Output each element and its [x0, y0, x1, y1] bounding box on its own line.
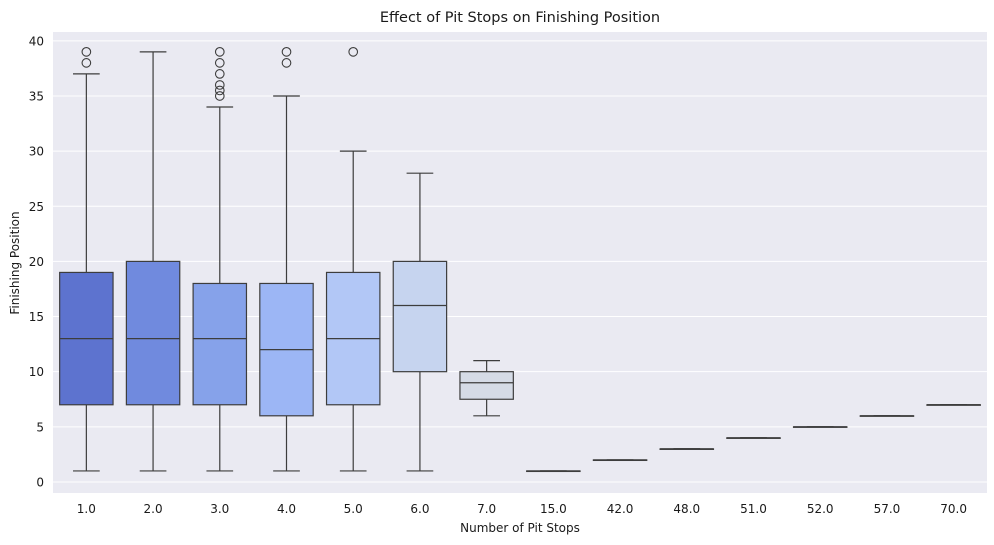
x-tick-label: 1.0: [77, 502, 96, 516]
y-axis-label: Finishing Position: [8, 211, 22, 314]
x-axis-label: Number of Pit Stops: [460, 521, 580, 535]
box-70.0: [926, 404, 981, 406]
chart-title: Effect of Pit Stops on Finishing Positio…: [380, 10, 660, 26]
box-4.0: [259, 47, 314, 472]
y-axis-ticks: 0 5 10 15 20 25 30 35 40: [29, 34, 44, 489]
iqr-box: [192, 282, 248, 406]
x-tick-label: 52.0: [807, 502, 834, 516]
outlier-point: [214, 47, 225, 57]
outlier-point: [281, 58, 292, 68]
iqr-box: [459, 371, 514, 400]
iqr-box: [125, 260, 181, 406]
x-tick-label: 51.0: [740, 502, 767, 516]
box-52.0: [792, 426, 848, 428]
y-tick-label: 35: [29, 89, 44, 103]
x-tick-label: 48.0: [673, 502, 700, 516]
x-tick-label: 42.0: [607, 502, 634, 516]
box-5.0: [325, 47, 381, 472]
y-tick-label: 30: [29, 145, 44, 159]
box-51.0: [726, 437, 781, 439]
iqr-box: [392, 260, 448, 373]
outlier-point: [348, 47, 359, 57]
y-tick-label: 40: [29, 34, 44, 48]
y-tick-label: 10: [29, 365, 44, 379]
x-tick-label: 15.0: [540, 502, 567, 516]
box-2.0: [125, 51, 181, 472]
plot-area: [53, 32, 987, 493]
boxes: [59, 47, 981, 473]
box-7.0: [459, 360, 514, 417]
x-tick-label: 6.0: [410, 502, 429, 516]
outlier-point: [81, 58, 92, 68]
outlier-point: [214, 91, 225, 101]
x-axis-ticks: 1.0 2.0 3.0 4.0 5.0 6.0 7.0 15.0 42.0 48.0 51.0 52.…: [77, 502, 967, 516]
box-48.0: [659, 448, 715, 450]
outlier-point: [214, 58, 225, 68]
y-tick-label: 25: [29, 200, 44, 214]
box-1.0: [59, 47, 114, 472]
x-tick-label: 7.0: [477, 502, 496, 516]
x-tick-label: 2.0: [144, 502, 163, 516]
x-tick-label: 4.0: [277, 502, 296, 516]
box-42.0: [592, 459, 648, 462]
outlier-point: [214, 80, 225, 90]
y-tick-label: 5: [36, 420, 44, 434]
x-tick-label: 57.0: [874, 502, 901, 516]
y-tick-label: 20: [29, 255, 44, 269]
y-tick-label: 15: [29, 310, 44, 324]
box-57.0: [859, 415, 915, 417]
outlier-point: [214, 85, 225, 96]
y-tick-label: 0: [36, 475, 44, 489]
outlier-point: [81, 47, 92, 57]
x-tick-label: 3.0: [210, 502, 229, 516]
x-tick-label: 5.0: [344, 502, 363, 516]
outlier-point: [214, 69, 225, 79]
box-3.0: [192, 47, 248, 472]
outlier-point: [281, 47, 292, 57]
box-15.0: [526, 470, 581, 473]
x-tick-label: 70.0: [940, 502, 967, 516]
box-6.0: [392, 172, 448, 472]
